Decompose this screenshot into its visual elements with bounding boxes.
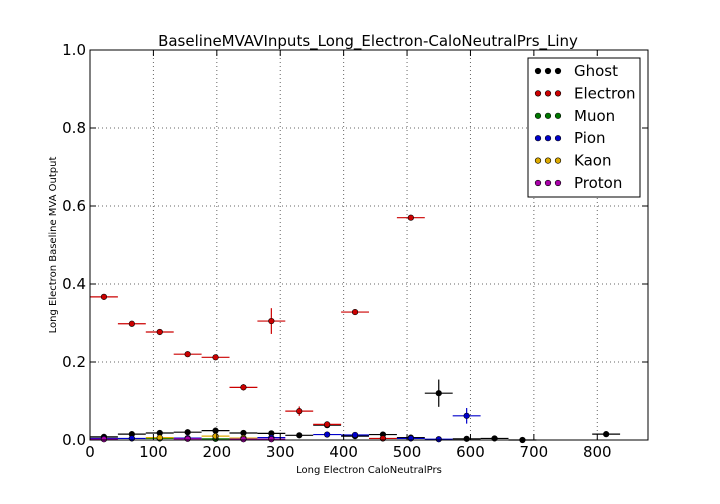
y-tick-label: 1.0	[62, 41, 86, 59]
kaon-point	[212, 433, 219, 440]
proton-point	[100, 436, 108, 443]
ghost-point	[296, 432, 303, 439]
legend-marker-electron	[554, 90, 562, 97]
data-layer	[90, 214, 621, 444]
y-tick-label: 0.8	[62, 119, 86, 137]
x-axis-label: Long Electron CaloNeutralPrs	[296, 465, 442, 476]
ghost-point	[463, 435, 470, 442]
x-tick-label: 700	[520, 443, 549, 461]
electron-point	[351, 308, 359, 316]
legend-marker-muon	[534, 112, 542, 119]
x-tick-label: 400	[329, 443, 358, 461]
electron-point	[268, 317, 275, 325]
plot-frame	[89, 49, 649, 441]
electron-point	[324, 421, 331, 428]
legend-label-proton: Proton	[574, 174, 622, 192]
legend-marker-electron	[534, 90, 542, 97]
electron-point	[407, 214, 414, 221]
electron-point	[184, 351, 191, 358]
legend-label-kaon: Kaon	[574, 152, 611, 170]
ghost-point	[435, 390, 442, 397]
legend-marker-proton	[544, 179, 552, 187]
x-tick-label: 100	[139, 443, 168, 461]
legend-label-ghost: Ghost	[574, 62, 618, 80]
pion-point	[351, 431, 359, 439]
legend-box	[527, 57, 641, 198]
legend-marker-muon	[554, 112, 562, 119]
proton-point	[240, 436, 247, 443]
proton-point	[268, 436, 275, 443]
tick-layer: 0 100 200 300 400 500 600 700 800 0.0 0.2 0.4 0.6 0.8…	[62, 41, 648, 461]
x-tick-label: 200	[202, 443, 231, 461]
legend-marker-proton	[554, 179, 562, 187]
legend-label-pion: Pion	[574, 129, 606, 147]
legend-marker-ghost	[544, 67, 552, 75]
chart-title: BaselineMVAVInputs_Long_Electron-CaloNeu…	[158, 32, 578, 51]
legend-marker-electron	[544, 90, 552, 97]
pion-point	[435, 436, 442, 443]
series-proton	[90, 435, 286, 443]
electron-point	[240, 384, 247, 391]
y-tick-label: 0.4	[62, 275, 86, 293]
y-axis-label: Long Electron Baseline MVA Output	[48, 157, 59, 334]
x-tick-label: 600	[456, 443, 485, 461]
electron-point	[212, 354, 219, 361]
legend-marker-ghost	[554, 67, 562, 75]
electron-point	[100, 293, 108, 300]
y-tick-label: 0.0	[62, 431, 86, 449]
legend: Ghost Electron Muon Pion Kaon Proton	[527, 57, 641, 198]
pion-point	[324, 431, 331, 438]
legend-marker-pion	[544, 135, 552, 142]
legend-marker-pion	[554, 135, 562, 142]
legend-marker-kaon	[554, 157, 562, 164]
proton-point	[184, 435, 191, 442]
legend-label-muon: Muon	[574, 107, 615, 125]
series-electron	[90, 214, 425, 442]
ghost-point	[240, 429, 247, 437]
legend-marker-muon	[544, 112, 552, 119]
y-tick-label: 0.2	[62, 353, 86, 371]
electron-point	[296, 408, 303, 415]
x-tick-label: 300	[266, 443, 295, 461]
legend-label-electron: Electron	[574, 84, 636, 102]
ghost-point	[603, 431, 610, 438]
ghost-point	[212, 427, 219, 434]
legend-marker-kaon	[544, 157, 552, 164]
grid-layer	[90, 50, 648, 440]
x-tick-label: 500	[393, 443, 422, 461]
legend-marker-ghost	[534, 67, 542, 75]
x-tick-label: 800	[583, 443, 612, 461]
pion-point	[463, 412, 470, 419]
legend-marker-proton	[534, 179, 542, 187]
y-tick-label: 0.6	[62, 197, 86, 215]
legend-marker-kaon	[534, 157, 542, 164]
electron-point	[128, 320, 135, 327]
x-tick-label: 0	[85, 443, 95, 461]
electron-point	[156, 328, 163, 336]
ghost-point	[184, 429, 191, 436]
legend-marker-pion	[534, 135, 542, 142]
